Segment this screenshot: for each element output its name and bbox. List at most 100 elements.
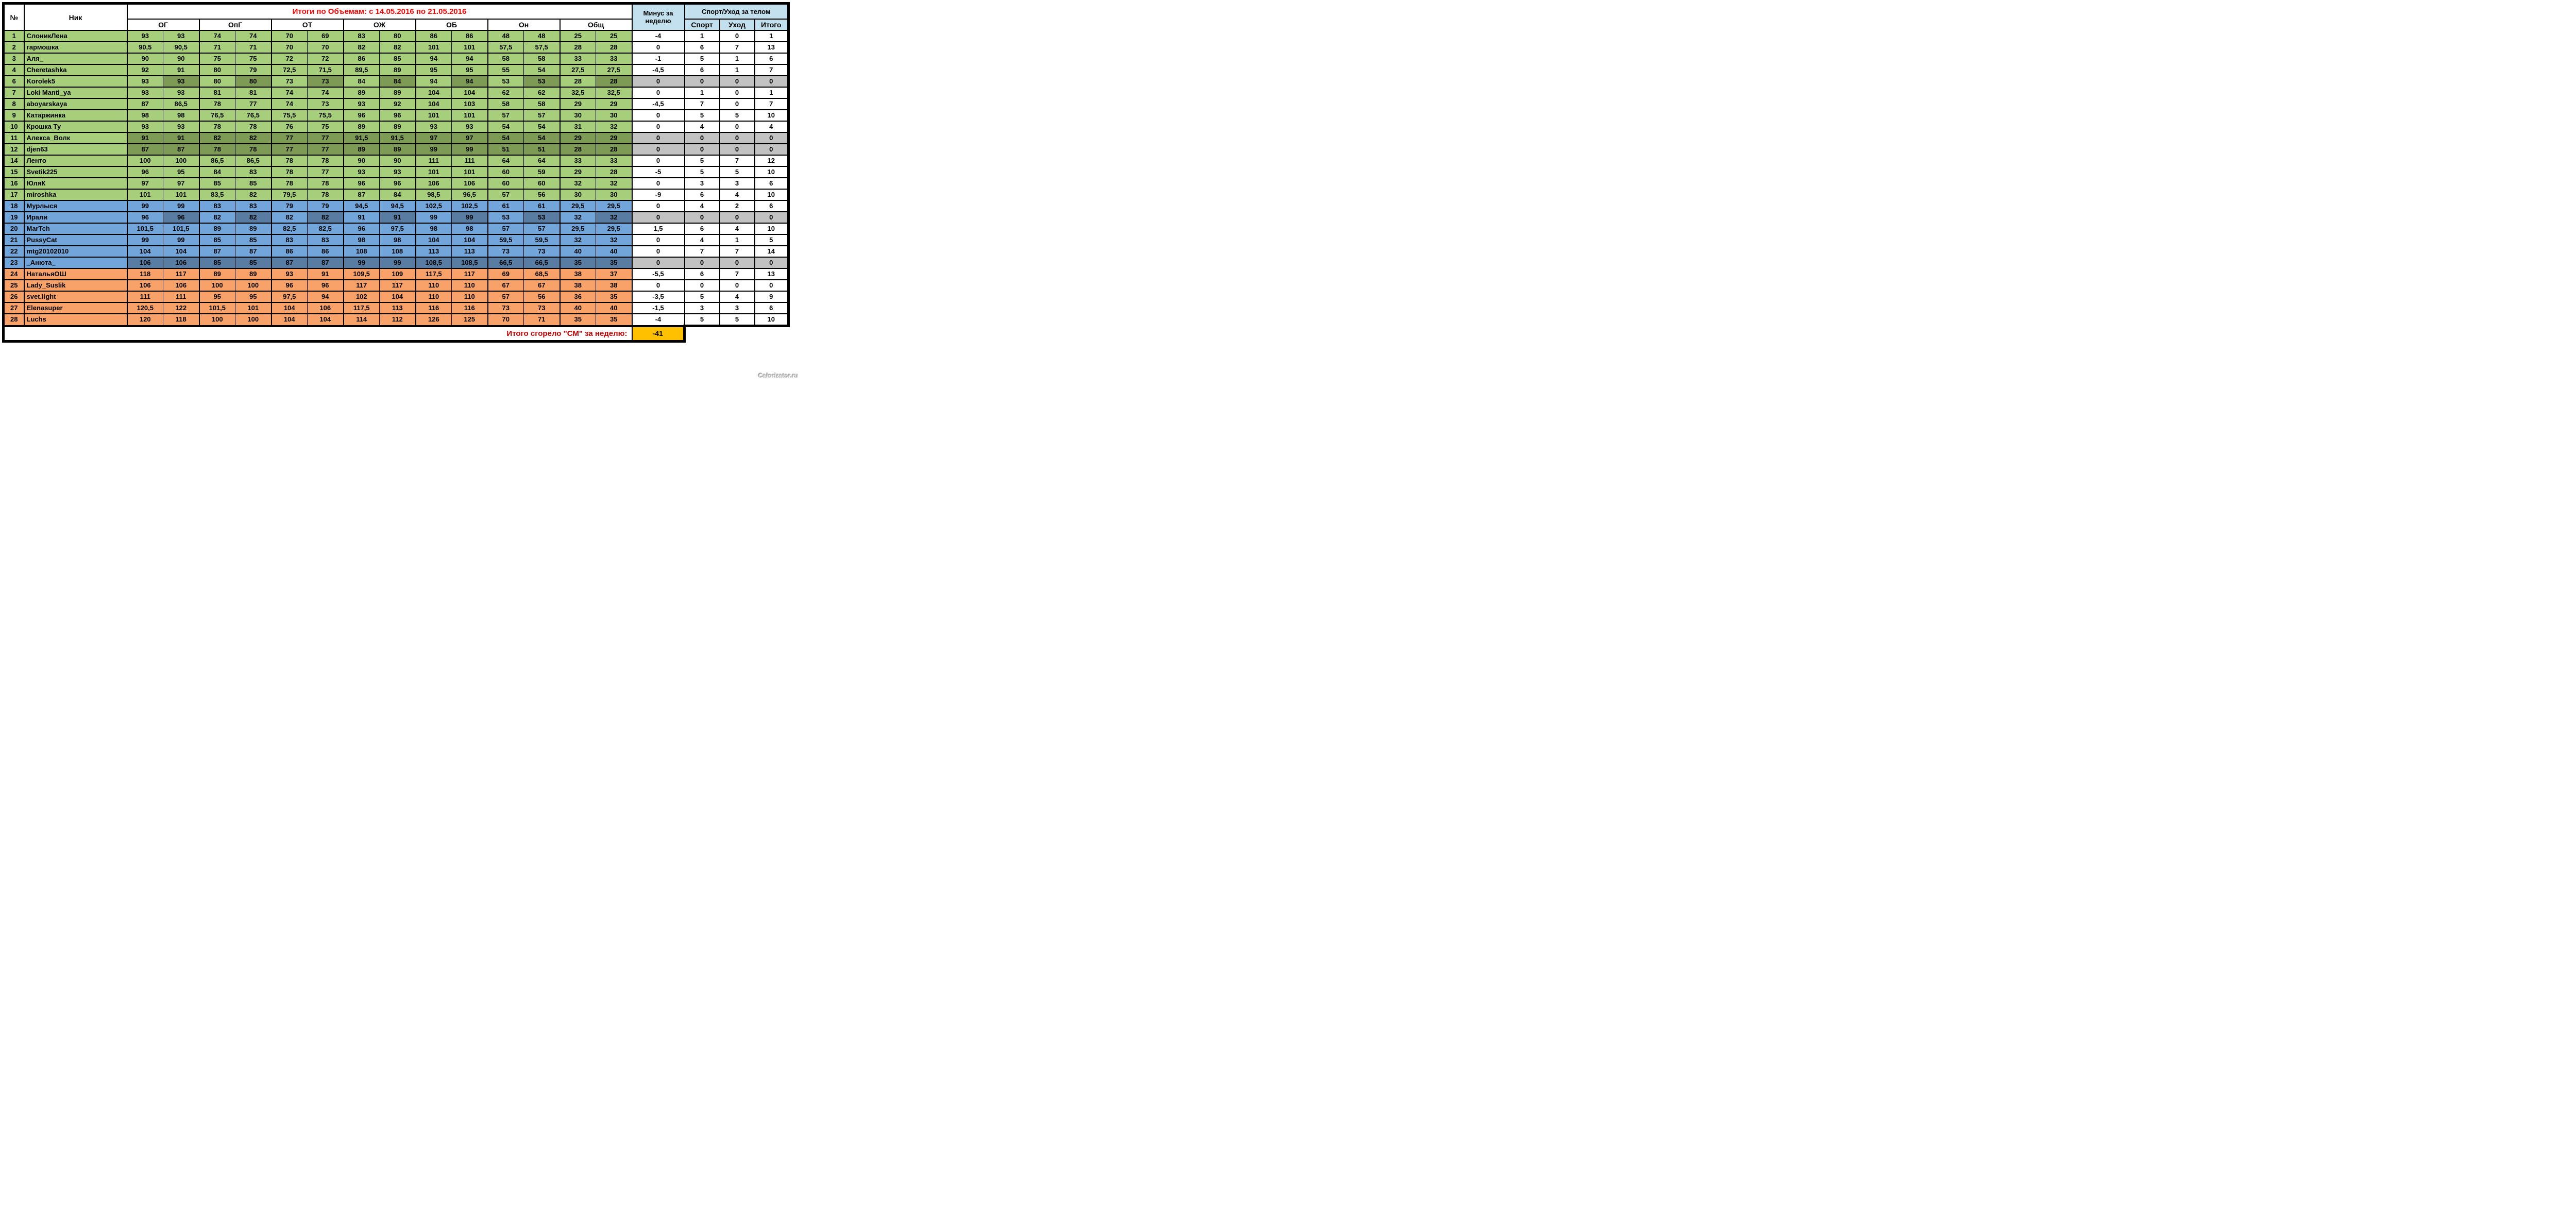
table-row: 14 Ленто 100 100 86,5 86,5 78 78 90 90 111 111 64 64 3… xyxy=(2,155,790,167)
value-cell: 83,5 xyxy=(198,189,235,201)
value-cell: 28 xyxy=(559,75,596,88)
value-cell: 117 xyxy=(163,268,200,280)
table-row: 3 Аля_ 90 90 75 75 72 72 86 85 94 94 58 58 33 33 -1 5 1 6 xyxy=(2,53,790,65)
value-cell: 93 xyxy=(415,121,452,133)
care-cell: 1 xyxy=(719,64,755,76)
sport-cell: 0 xyxy=(684,143,720,156)
value-cell: 99 xyxy=(451,143,488,156)
value-cell: 30 xyxy=(559,189,596,201)
value-cell: 30 xyxy=(596,189,633,201)
value-cell: 29 xyxy=(559,132,596,144)
value-cell: 118 xyxy=(163,313,200,327)
value-cell: 80 xyxy=(379,30,416,42)
value-cell: 95 xyxy=(163,166,200,178)
value-cell: 76,5 xyxy=(198,109,235,122)
value-cell: 85 xyxy=(379,53,416,65)
value-cell: 82 xyxy=(307,211,344,224)
total-cell: 10 xyxy=(754,223,790,235)
value-cell: 28 xyxy=(596,41,633,54)
value-cell: 116 xyxy=(415,302,452,314)
value-cell: 125 xyxy=(451,313,488,327)
row-number: 26 xyxy=(2,291,25,303)
care-cell: 4 xyxy=(719,223,755,235)
row-number: 11 xyxy=(2,132,25,144)
value-cell: 80 xyxy=(198,64,235,76)
value-cell: 106 xyxy=(126,279,163,292)
col-header-number: № xyxy=(2,2,25,31)
value-cell: 38 xyxy=(559,279,596,292)
value-cell: 78 xyxy=(307,189,344,201)
minus-week-cell: -5 xyxy=(631,166,685,178)
value-cell: 114 xyxy=(343,313,380,327)
value-cell: 110 xyxy=(451,291,488,303)
care-cell: 0 xyxy=(719,143,755,156)
table-row: 2 гармошка 90,5 90,5 71 71 70 70 82 82 101 101 57,5 5… xyxy=(2,41,790,54)
care-cell: 4 xyxy=(719,189,755,201)
value-cell: 32 xyxy=(596,234,633,246)
value-cell: 86,5 xyxy=(235,155,272,167)
value-cell: 57 xyxy=(523,223,561,235)
care-cell: 3 xyxy=(719,302,755,314)
sport-cell: 5 xyxy=(684,166,720,178)
value-cell: 96 xyxy=(126,211,163,224)
value-cell: 101 xyxy=(451,166,488,178)
value-cell: 67 xyxy=(523,279,561,292)
total-cell: 10 xyxy=(754,313,790,327)
value-cell: 73 xyxy=(523,245,561,258)
sport-cell: 5 xyxy=(684,109,720,122)
table-row: 1 СлоникЛена 93 93 74 74 70 69 83 80 86 86 48 48 25 25-… xyxy=(2,30,790,42)
sport-cell: 0 xyxy=(684,279,720,292)
minus-week-cell: 0 xyxy=(631,245,685,258)
value-cell: 93 xyxy=(126,30,163,42)
minus-week-cell: 0 xyxy=(631,279,685,292)
value-cell: 78 xyxy=(307,155,344,167)
value-cell: 100 xyxy=(126,155,163,167)
row-number: 10 xyxy=(2,121,25,133)
value-cell: 96 xyxy=(343,109,380,122)
value-cell: 94,5 xyxy=(379,200,416,212)
value-cell: 93 xyxy=(163,87,200,99)
value-cell: 86,5 xyxy=(198,155,235,167)
nickname: MarTch xyxy=(23,223,128,235)
value-cell: 93 xyxy=(163,30,200,42)
value-cell: 90,5 xyxy=(163,41,200,54)
care-cell: 3 xyxy=(719,177,755,190)
value-cell: 90 xyxy=(379,155,416,167)
value-cell: 110 xyxy=(415,291,452,303)
value-cell: 59 xyxy=(523,166,561,178)
value-cell: 93 xyxy=(126,87,163,99)
value-cell: 91 xyxy=(307,268,344,280)
table-row: 11 Алекса_Волк 91 91 82 82 77 77 91,5 91,5 97 97 54 5… xyxy=(2,132,790,144)
care-cell: 0 xyxy=(719,257,755,269)
table-row: 20 MarTch 101,5 101,5 89 89 82,5 82,5 96 97,5 98 98… xyxy=(2,223,790,235)
value-cell: 58 xyxy=(487,53,524,65)
value-cell: 56 xyxy=(523,291,561,303)
value-cell: 83 xyxy=(270,234,308,246)
sport-cell: 4 xyxy=(684,234,720,246)
value-cell: 77 xyxy=(307,143,344,156)
value-cell: 116 xyxy=(451,302,488,314)
value-cell: 61 xyxy=(523,200,561,212)
value-cell: 77 xyxy=(235,98,272,110)
nickname: Lady_Suslik xyxy=(23,279,128,292)
value-cell: 32 xyxy=(596,121,633,133)
value-cell: 87 xyxy=(343,189,380,201)
sport-cell: 5 xyxy=(684,155,720,167)
row-number: 22 xyxy=(2,245,25,258)
total-cell: 6 xyxy=(754,177,790,190)
value-cell: 79,5 xyxy=(270,189,308,201)
value-cell: 84 xyxy=(379,75,416,88)
value-cell: 102,5 xyxy=(451,200,488,212)
value-cell: 111 xyxy=(126,291,163,303)
value-cell: 78 xyxy=(198,121,235,133)
care-cell: 1 xyxy=(719,53,755,65)
value-cell: 96 xyxy=(163,211,200,224)
minus-week-cell: 0 xyxy=(631,211,685,224)
value-cell: 104 xyxy=(451,87,488,99)
nickname: Elenasuper xyxy=(23,302,128,314)
value-cell: 56 xyxy=(523,189,561,201)
value-cell: 98 xyxy=(451,223,488,235)
value-cell: 29,5 xyxy=(559,223,596,235)
value-cell: 27,5 xyxy=(559,64,596,76)
value-cell: 89 xyxy=(235,223,272,235)
